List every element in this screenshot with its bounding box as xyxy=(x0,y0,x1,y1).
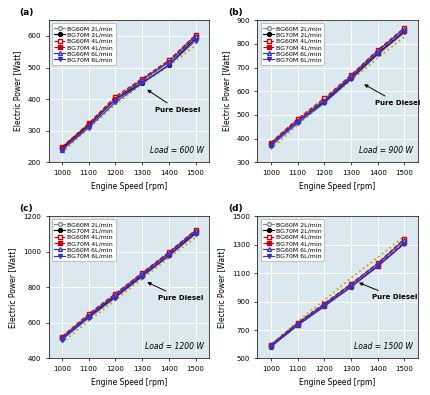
Text: Pure Diesel: Pure Diesel xyxy=(359,283,417,300)
Y-axis label: Electric Power [Watt]: Electric Power [Watt] xyxy=(217,247,226,327)
Text: (d): (d) xyxy=(228,204,243,213)
X-axis label: Engine Speed [rpm]: Engine Speed [rpm] xyxy=(299,378,375,387)
Text: Load = 1200 W: Load = 1200 W xyxy=(145,342,204,352)
Text: Pure Diesel: Pure Diesel xyxy=(148,283,203,301)
Text: (b): (b) xyxy=(228,8,243,17)
X-axis label: Engine Speed [rpm]: Engine Speed [rpm] xyxy=(90,182,166,190)
Text: (c): (c) xyxy=(20,204,33,213)
Text: Load = 900 W: Load = 900 W xyxy=(358,146,412,155)
Y-axis label: Electric Power [Watt]: Electric Power [Watt] xyxy=(13,51,22,132)
Text: Load = 1500 W: Load = 1500 W xyxy=(353,342,412,352)
Y-axis label: Electric Power [Watt]: Electric Power [Watt] xyxy=(8,247,17,327)
X-axis label: Engine Speed [rpm]: Engine Speed [rpm] xyxy=(90,378,166,387)
Text: Pure Diesel: Pure Diesel xyxy=(147,90,200,113)
Legend: BG60M 2L/min, BG70M 2L/min, BG60M 4L/min, BG70M 4L/min, BG60M 6L/min, BG70M 6L/m: BG60M 2L/min, BG70M 2L/min, BG60M 4L/min… xyxy=(52,219,115,261)
Text: Load = 600 W: Load = 600 W xyxy=(150,146,204,155)
Legend: BG60M 2L/min, BG70M 2L/min, BG60M 4L/min, BG70M 4L/min, BG60M 6L/min, BG70M 6L/m: BG60M 2L/min, BG70M 2L/min, BG60M 4L/min… xyxy=(52,23,115,65)
Text: (a): (a) xyxy=(20,8,34,17)
Text: Pure Diesel: Pure Diesel xyxy=(364,85,419,106)
Y-axis label: Electric Power [Watt]: Electric Power [Watt] xyxy=(221,51,230,132)
Legend: BG60M 2L/min, BG70M 2L/min, BG60M 4L/min, BG70M 4L/min, BG60M 6L/min, BG70M 6L/m: BG60M 2L/min, BG70M 2L/min, BG60M 4L/min… xyxy=(260,219,324,261)
Legend: BG60M 2L/min, BG70M 2L/min, BG60M 4L/min, BG70M 4L/min, BG60M 6L/min, BG70M 6L/m: BG60M 2L/min, BG70M 2L/min, BG60M 4L/min… xyxy=(260,23,324,65)
X-axis label: Engine Speed [rpm]: Engine Speed [rpm] xyxy=(299,182,375,190)
